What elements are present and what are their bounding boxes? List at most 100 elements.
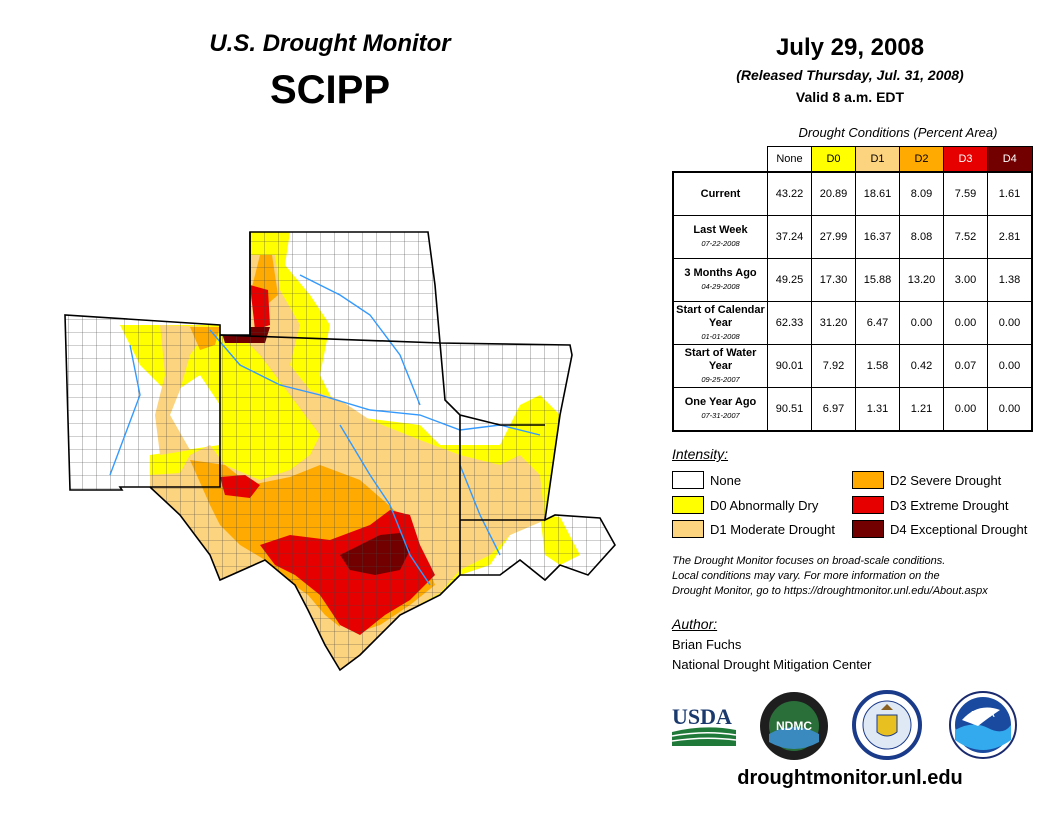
row-label: Start of Water Year 09-25-2007 [672, 344, 768, 388]
note-line-2: Local conditions may vary. For more info… [672, 570, 940, 582]
ndmc-logo-text: NDMC [776, 719, 812, 733]
legend-title: Intensity: [672, 446, 729, 462]
legend-swatch [852, 471, 884, 489]
legend-swatch [852, 520, 884, 538]
map-region [65, 232, 615, 670]
table-cell: 0.42 [899, 344, 944, 388]
table-cell: 6.47 [855, 301, 900, 345]
row-label: Start of Calendar Year 01-01-2008 [672, 301, 768, 345]
usda-logo-icon: USDA [671, 704, 737, 746]
noaa-logo-text: NOAA [971, 710, 995, 719]
table-cell: 1.58 [855, 344, 900, 388]
col-d0: D0 [811, 146, 856, 173]
row-label: Last Week 07-22-2008 [672, 215, 768, 259]
table-cell: 0.07 [943, 344, 988, 388]
row-label: One Year Ago 07-31-2007 [672, 387, 768, 432]
row-label-text: One Year Ago [684, 396, 757, 408]
table-cell: 0.00 [987, 387, 1033, 432]
table-row: Start of Water Year 09-25-2007 90.01 7.92 1.… [672, 344, 1033, 388]
table-cell: 7.59 [943, 171, 988, 216]
author-org: National Drought Mitigation Center [672, 657, 872, 672]
table-cell: 0.00 [943, 301, 988, 345]
table-cell: 62.33 [767, 301, 812, 345]
table-row: One Year Ago 07-31-2007 90.51 6.97 1.31 1.21 0… [672, 387, 1033, 432]
row-label-text: Last Week [693, 224, 748, 236]
table-cell: 8.08 [899, 215, 944, 259]
table-cell: 27.99 [811, 215, 856, 259]
map-date: July 29, 2008 [775, 34, 925, 61]
row-date: 07-22-2008 [701, 239, 740, 248]
table-row: Start of Calendar Year 01-01-2008 62.33 31.… [672, 301, 1033, 345]
table-cell: 1.61 [987, 171, 1033, 216]
col-d1: D1 [855, 146, 900, 173]
table-cell: 49.25 [767, 258, 812, 302]
author-label: Author: [672, 616, 718, 632]
drought-stats-table: None D0 D1 D2 D3 D4 Current 43.22 20.89 18.… [672, 146, 1033, 432]
legend-swatch [672, 520, 704, 538]
table-cell: 6.97 [811, 387, 856, 432]
table-cell: 31.20 [811, 301, 856, 345]
legend-item-d0: D0 Abnormally Dry [672, 496, 818, 514]
ndmc-logo-icon: NDMC [760, 692, 828, 760]
row-label-text: Start of Water Year [684, 346, 757, 372]
footer-url-link[interactable]: droughtmonitor.unl.edu [737, 767, 963, 789]
table-cell: 37.24 [767, 215, 812, 259]
col-none: None [767, 146, 812, 173]
usda-logo-text: USDA [672, 704, 732, 729]
valid-time: Valid 8 a.m. EDT [795, 89, 905, 105]
noaa-logo-icon: NOAA [949, 691, 1017, 759]
table-body: Current 43.22 20.89 18.61 8.09 7.59 1.61 Last W… [672, 171, 1033, 432]
table-corner [673, 147, 768, 173]
row-label: Current [672, 171, 768, 216]
legend-swatch [672, 496, 704, 514]
table-caption: Drought Conditions (Percent Area) [798, 125, 998, 140]
commerce-seal-icon [852, 690, 922, 760]
note-line-3: Drought Monitor, go to https://droughtmo… [672, 585, 988, 597]
disclaimer-note: The Drought Monitor focuses on broad-sca… [672, 554, 1042, 599]
drought-map [64, 231, 616, 672]
table-cell: 13.20 [899, 258, 944, 302]
table-cell: 8.09 [899, 171, 944, 216]
legend-item-none: None [672, 471, 741, 489]
legend-item-d4: D4 Exceptional Drought [852, 520, 1027, 538]
table-row: Last Week 07-22-2008 37.24 27.99 16.37 8.08 7.… [672, 215, 1033, 259]
table-cell: 1.31 [855, 387, 900, 432]
row-date: 09-25-2007 [701, 374, 740, 384]
legend-label: D4 Exceptional Drought [890, 521, 1028, 537]
table-cell: 0.00 [987, 301, 1033, 345]
table-cell: 18.61 [855, 171, 900, 216]
col-d3: D3 [943, 146, 988, 173]
legend-label: D3 Extreme Drought [890, 497, 1009, 513]
legend-label: D1 Moderate Drought [710, 521, 836, 537]
release-date: (Released Thursday, Jul. 31, 2008) [736, 67, 964, 83]
table-cell: 0.00 [987, 344, 1033, 388]
table-cell: 17.30 [811, 258, 856, 302]
legend-item-d2: D2 Severe Drought [852, 471, 1001, 489]
table-cell: 90.51 [767, 387, 812, 432]
map-title: U.S. Drought Monitor [209, 30, 451, 57]
table-cell: 1.38 [987, 258, 1033, 302]
note-line-1: The Drought Monitor focuses on broad-sca… [672, 555, 946, 567]
region-title: SCIPP [269, 68, 391, 112]
table-cell: 7.52 [943, 215, 988, 259]
row-label: 3 Months Ago 04-29-2008 [672, 258, 768, 302]
table-cell: 7.92 [811, 344, 856, 388]
author-name: Brian Fuchs [672, 637, 742, 652]
table-row: 3 Months Ago 04-29-2008 49.25 17.30 15.88 13.… [672, 258, 1033, 302]
legend-label: D0 Abnormally Dry [710, 497, 819, 513]
table-cell: 90.01 [767, 344, 812, 388]
table-cell: 3.00 [943, 258, 988, 302]
table-header-row: None D0 D1 D2 D3 D4 [673, 146, 1033, 173]
table-cell: 2.81 [987, 215, 1033, 259]
table-cell: 0.00 [899, 301, 944, 345]
table-cell: 43.22 [767, 171, 812, 216]
row-date: 01-01-2008 [701, 331, 740, 341]
table-cell: 1.21 [899, 387, 944, 432]
row-label-text: 3 Months Ago [684, 267, 757, 279]
table-cell: 15.88 [855, 258, 900, 302]
row-label-text: Current [700, 187, 741, 200]
legend-item-d3: D3 Extreme Drought [852, 496, 1009, 514]
row-date: 07-31-2007 [701, 411, 740, 420]
row-date: 04-29-2008 [701, 282, 740, 291]
col-d4: D4 [987, 146, 1033, 173]
